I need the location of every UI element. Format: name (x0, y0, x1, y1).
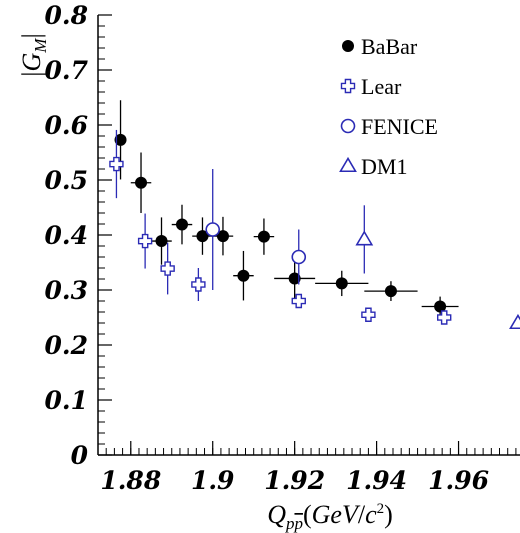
legend-label-dm1: DM1 (361, 154, 407, 179)
data-point (510, 316, 520, 329)
plot-area (110, 100, 520, 328)
legend-marker-babar (342, 40, 354, 52)
data-point (385, 285, 397, 297)
data-point (139, 235, 152, 248)
data-point (292, 251, 305, 264)
data-point (135, 177, 147, 189)
y-tick-label: 0.3 (45, 276, 89, 305)
data-point (336, 277, 348, 289)
data-point (192, 278, 205, 291)
data-point (161, 262, 174, 275)
x-tick-label: 1.96 (428, 466, 489, 495)
y-tick-label: 0.8 (45, 1, 89, 30)
x-tick-label: 1.9 (191, 466, 235, 495)
data-point (357, 232, 372, 245)
data-point (206, 223, 219, 236)
legend-label-fenice: FENICE (361, 114, 438, 139)
x-tick-label: 1.94 (346, 466, 407, 495)
x-tick-label: 1.92 (264, 466, 325, 495)
data-point (362, 308, 375, 321)
data-point (176, 219, 188, 231)
y-tick-label: 0 (71, 441, 89, 470)
x-tick-label: 1.88 (100, 466, 161, 495)
x-axis-title: Qpp(GeV/c2) (267, 500, 393, 533)
y-tick-label: 0.5 (45, 166, 89, 195)
y-tick-label: 0.1 (45, 386, 89, 415)
y-tick-label: 0.2 (45, 331, 89, 360)
axes: 0 0.1 0.2 0.3 0.4 0.5 0.6 0.7 0.8 1.88 1.9 1.92 1.94… (45, 1, 520, 495)
data-point (156, 235, 168, 247)
y-tick-label: 0.4 (45, 221, 89, 250)
legend-marker-lear (342, 80, 355, 93)
legend-label-lear: Lear (361, 74, 402, 99)
y-axis-title: |GM| (17, 33, 50, 76)
legend-marker-dm1 (341, 159, 356, 172)
legend-label-babar: BaBar (361, 34, 418, 59)
y-tick-label: 0.6 (45, 111, 89, 140)
legend-marker-fenice (342, 120, 355, 133)
legend: BaBar Lear FENICE DM1 (341, 34, 439, 179)
series-fenice (206, 169, 305, 290)
data-point (237, 270, 249, 282)
y-tick-label: 0.7 (45, 56, 89, 85)
data-point (258, 231, 270, 243)
